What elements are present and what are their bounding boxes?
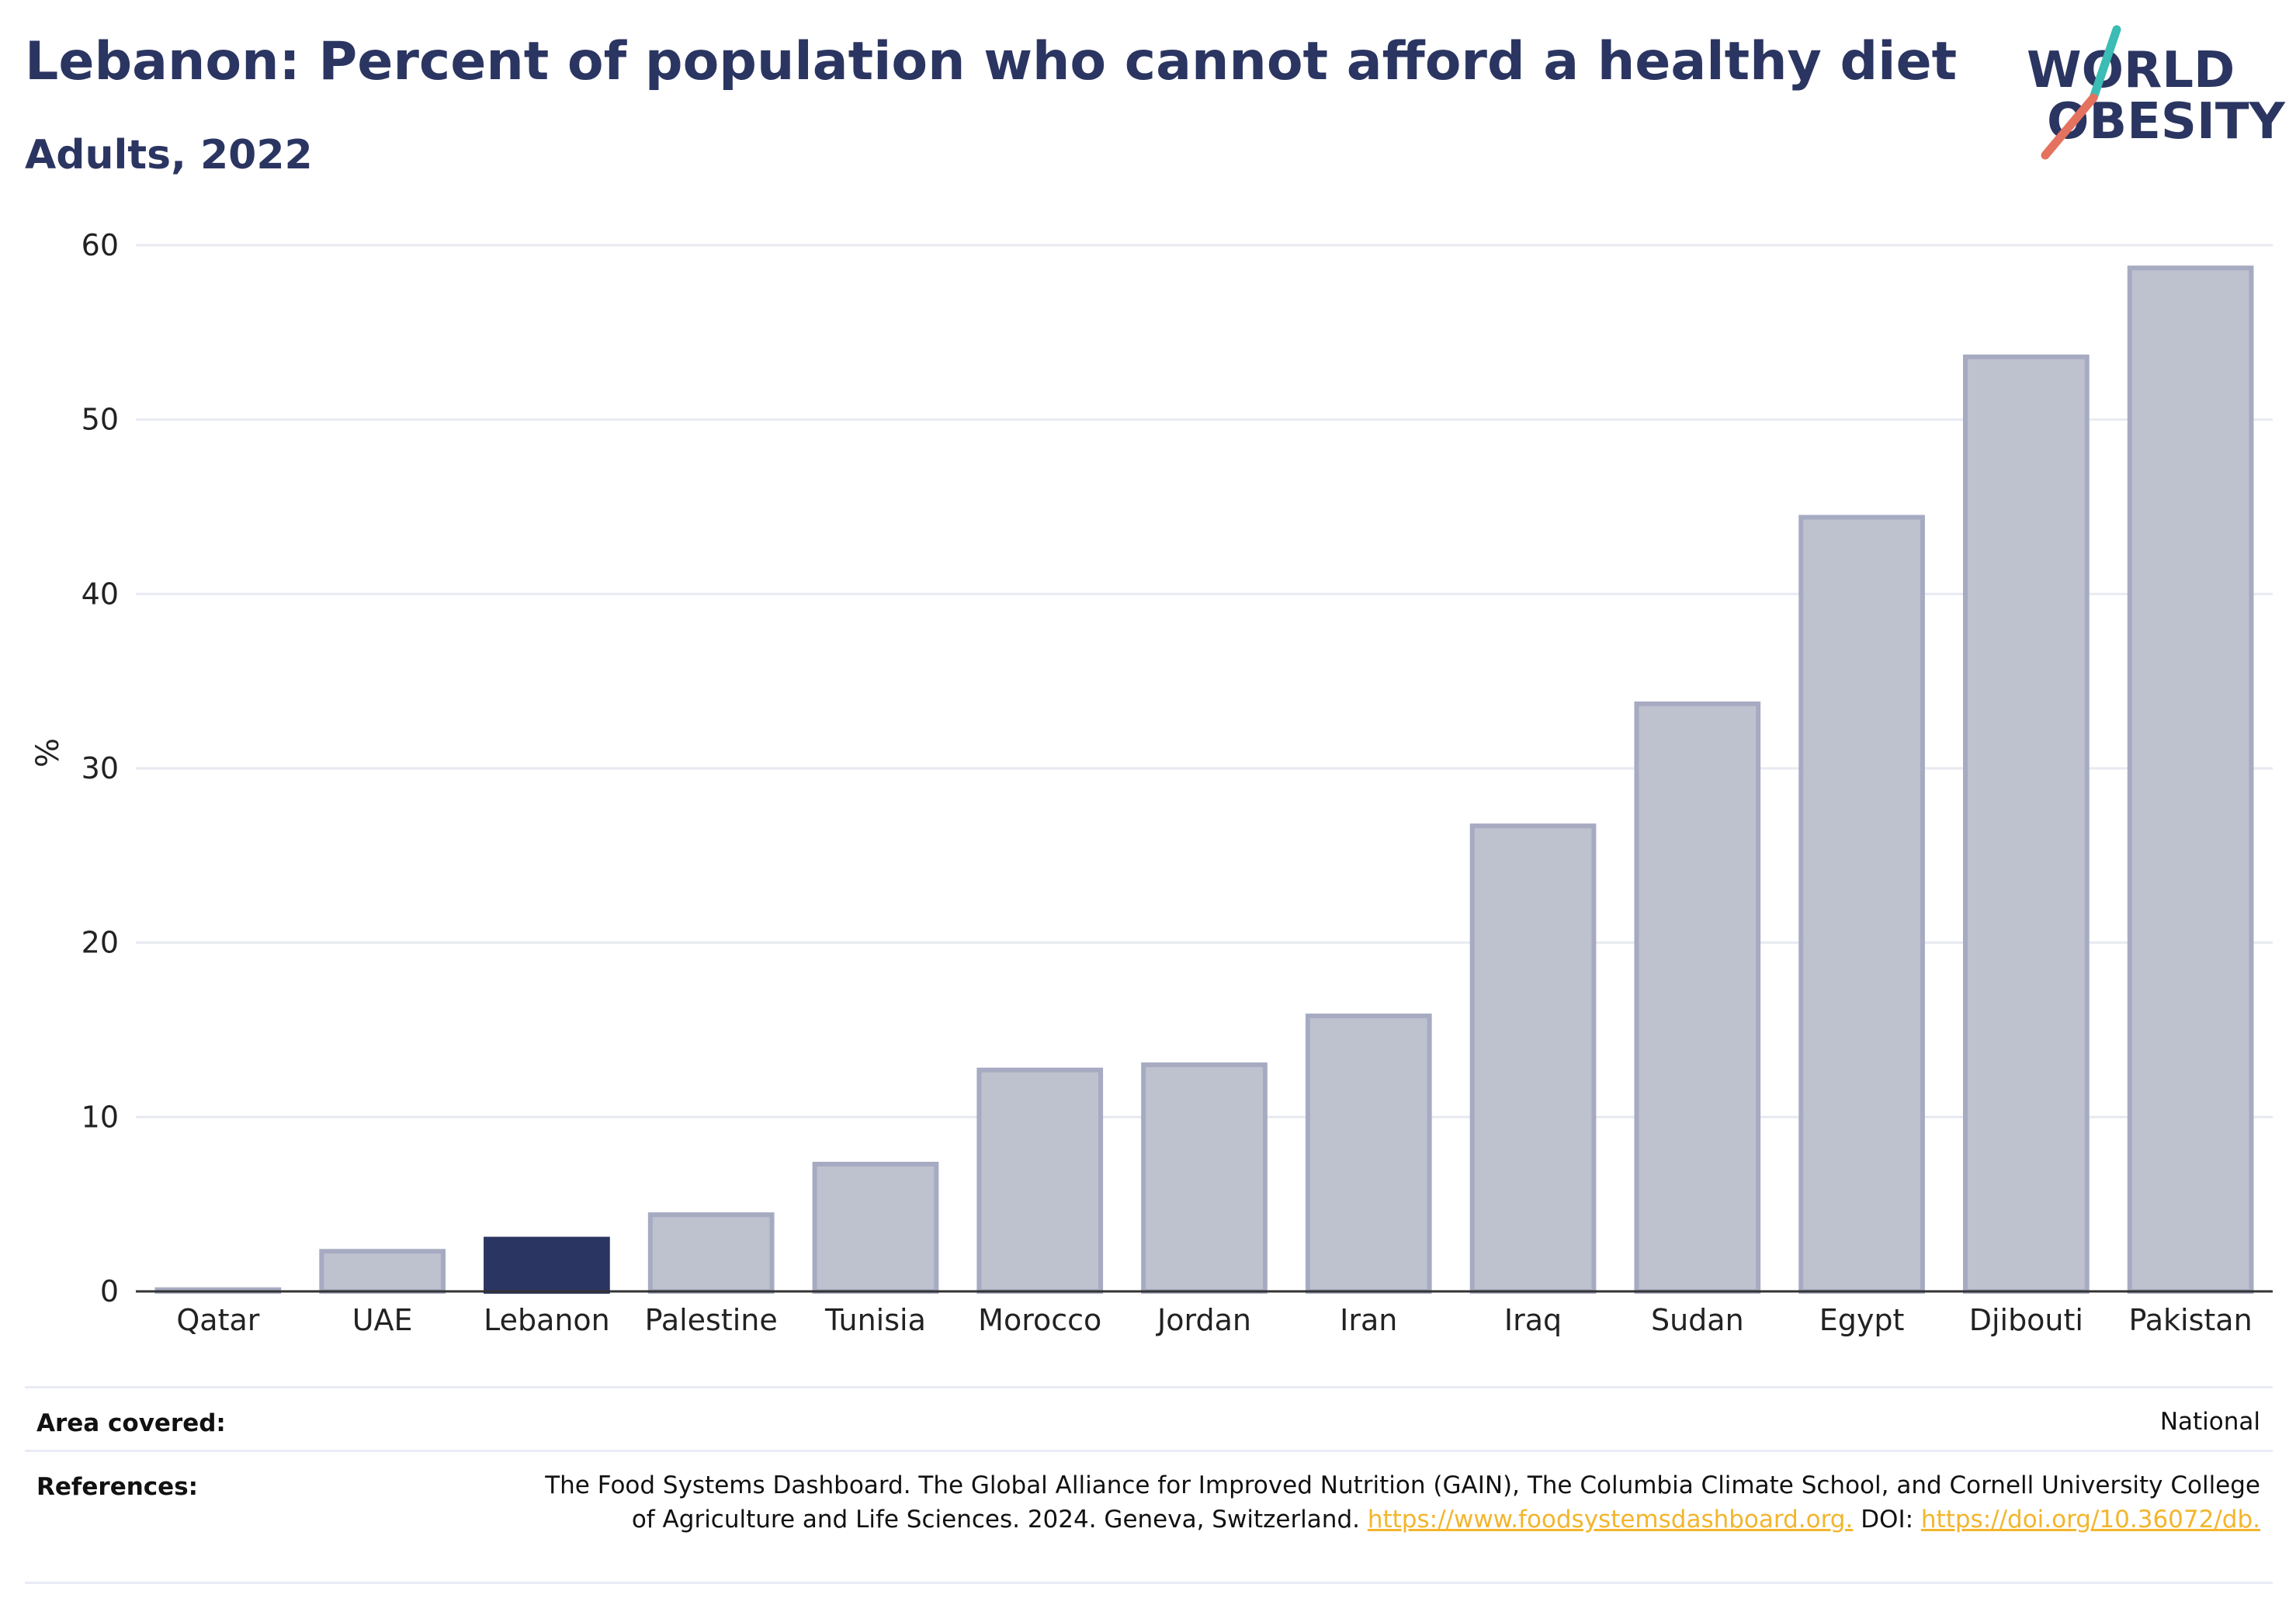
references-link[interactable]: https://www.foodsystemsdashboard.org. (1367, 1506, 1854, 1534)
bar-palestine (647, 1212, 775, 1294)
y-axis-title: % (30, 737, 66, 768)
bar-iran (1305, 1014, 1432, 1294)
x-tick-label: Palestine (645, 1303, 778, 1337)
bar-morocco (976, 1067, 1104, 1294)
y-tick-label: 20 (82, 926, 119, 960)
grid-layer (136, 244, 2273, 1118)
x-tick-label: Tunisia (824, 1303, 926, 1337)
logo-slash-bottom (2041, 93, 2098, 160)
footer-divider-top (25, 1386, 2273, 1388)
x-tick-label: Iran (1340, 1303, 1397, 1337)
x-tick-label: Qatar (176, 1303, 259, 1337)
logo-slash-top (2089, 25, 2121, 102)
x-tick-label: UAE (352, 1303, 413, 1337)
x-tick-label: Iraq (1504, 1303, 1562, 1337)
x-tick-label: Pakistan (2129, 1303, 2253, 1337)
x-tick-label: Sudan (1651, 1303, 1744, 1337)
bar-jordan (1141, 1062, 1268, 1294)
references-label: References: (36, 1473, 199, 1501)
y-tick-label: 30 (82, 751, 119, 785)
x-tick-label: Jordan (1156, 1303, 1251, 1337)
references-text: The Food Systems Dashboard. The Global A… (545, 1471, 2260, 1534)
bar-uae (319, 1249, 446, 1294)
x-tick-label: Djibouti (1969, 1303, 2083, 1337)
footer-divider-middle (25, 1450, 2273, 1452)
doi-label: DOI: (1861, 1506, 1914, 1534)
bar-pakistan (2127, 265, 2254, 1294)
doi-link[interactable]: https://doi.org/10.36072/db. (1920, 1506, 2260, 1534)
footer-divider-bottom (25, 1582, 2273, 1584)
x-tick-label: Lebanon (484, 1303, 610, 1337)
chart-title: Lebanon: Percent of population who canno… (25, 31, 1958, 92)
bar-chart: 0 10 20 30 40 50 60 Qatar UAE Lebanon Palestine Tun… (82, 228, 2273, 1337)
y-tick-label: 60 (82, 228, 119, 262)
logo-line-1: WORLD (2027, 42, 2235, 99)
x-tick-label: Egypt (1819, 1303, 1905, 1337)
bar-sudan (1634, 701, 1761, 1294)
area-covered-value: National (2159, 1408, 2260, 1436)
y-tick-label: 0 (100, 1274, 119, 1308)
references-value: The Food Systems Dashboard. The Global A… (522, 1468, 2260, 1537)
chart-subtitle: Adults, 2022 (25, 132, 313, 178)
bar-egypt (1798, 515, 1925, 1294)
tick-layer: 0 10 20 30 40 50 60 Qatar UAE Lebanon Palestine Tun… (82, 228, 2273, 1337)
bar-lebanon (484, 1236, 610, 1294)
x-tick-label: Morocco (978, 1303, 1101, 1337)
bar-layer (154, 265, 2254, 1294)
area-covered-label: Area covered: (36, 1409, 226, 1437)
y-tick-label: 10 (82, 1100, 119, 1134)
bar-djibouti (1962, 354, 2090, 1294)
bar-tunisia (812, 1161, 939, 1294)
bar-iraq (1469, 823, 1597, 1294)
y-tick-label: 50 (82, 403, 119, 437)
y-tick-label: 40 (82, 577, 119, 611)
world-obesity-logo: WORLD OBESITY (2027, 25, 2285, 160)
